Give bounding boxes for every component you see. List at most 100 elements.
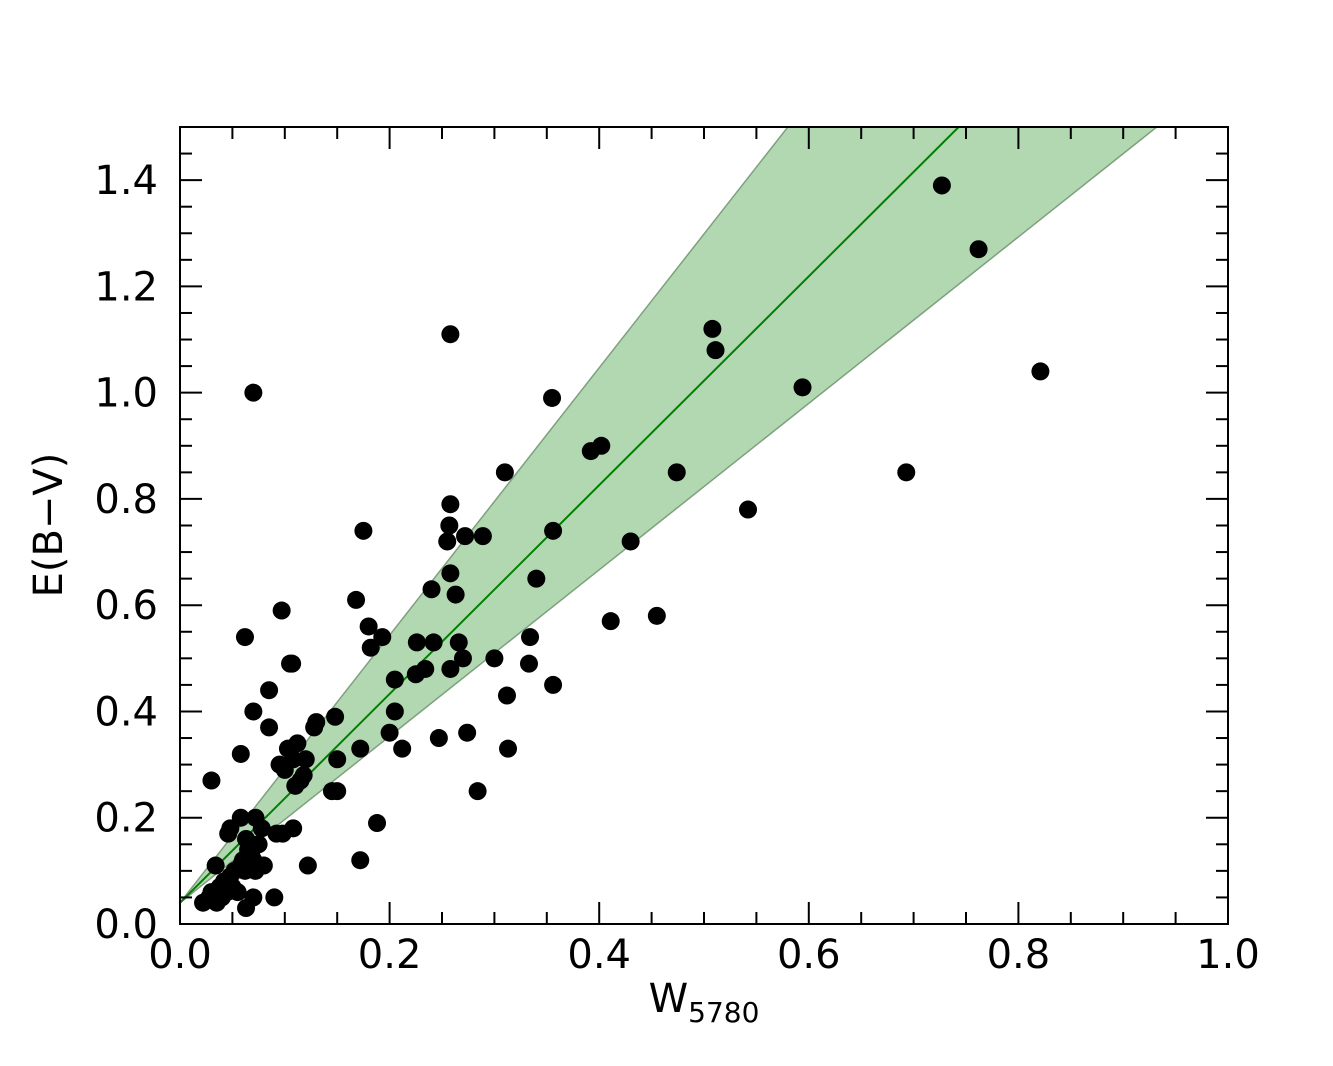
data-point [288,734,307,753]
data-point [244,888,263,907]
data-point [231,808,250,827]
x-tick-label: 0.6 [777,932,841,978]
data-point [328,782,347,801]
data-point [260,681,279,700]
data-point [468,782,487,801]
data-point [296,750,315,769]
data-points [194,176,1050,918]
data-point [328,750,347,769]
y-tick-label: 1.2 [94,264,158,310]
data-point [231,744,250,763]
data-point [244,383,263,402]
y-tick-label: 1.4 [94,158,158,204]
data-point [265,888,284,907]
data-point [385,670,404,689]
x-axis-label: W5780 [649,976,760,1029]
data-point [446,585,465,604]
data-point [298,856,317,875]
data-point [438,532,457,551]
data-point [429,729,448,748]
data-point [497,686,516,705]
y-tick-label: 1.0 [94,371,158,417]
data-point [601,612,620,631]
data-point [228,883,247,902]
axis-ticks [179,126,1229,925]
data-point [326,707,345,726]
data-point [373,628,392,647]
data-point [456,527,475,546]
data-point [932,176,951,195]
x-tick-label: 1.0 [1196,932,1260,978]
data-point [1031,362,1050,381]
data-point [260,718,279,737]
data-point [592,436,611,455]
data-point [422,580,441,599]
data-point [244,702,263,721]
data-point [272,601,291,620]
data-point [543,388,562,407]
data-point [499,739,518,758]
data-point [385,702,404,721]
data-point [359,617,378,636]
x-axis-label-main: W [649,976,689,1022]
x-tick-label: 0.8 [987,932,1051,978]
data-point [441,325,460,344]
data-point [361,638,380,657]
data-point [441,659,460,678]
data-point [441,495,460,514]
plot-area [180,127,1158,918]
data-point [202,771,221,790]
y-tick-labels: 0.0 0.2 0.4 0.6 0.8 1.0 1.2 1.4 [94,158,158,948]
data-point [206,856,225,875]
data-point [235,628,254,647]
y-axis-label: E(B−V) [26,453,72,598]
data-point [473,527,492,546]
data-point [252,819,271,838]
y-tick-label: 0.0 [94,902,158,948]
data-point [449,633,468,652]
data-point [351,851,370,870]
data-point [354,521,373,540]
data-point [284,819,303,838]
data-point [441,564,460,583]
data-point [416,659,435,678]
data-point [521,628,540,647]
data-point [283,654,302,673]
data-point [407,633,426,652]
data-point [347,590,366,609]
data-point [647,606,666,625]
data-point [237,829,256,848]
data-point [544,675,563,694]
data-point [519,654,538,673]
y-tick-label: 0.2 [94,796,158,842]
data-point [527,569,546,588]
data-point [380,723,399,742]
data-point [897,463,916,482]
data-point [294,766,313,785]
y-tick-label: 0.6 [94,583,158,629]
data-point [453,649,472,668]
data-point [495,463,514,482]
data-point [351,739,370,758]
data-point [458,723,477,742]
data-point [544,521,563,540]
data-point [368,814,387,833]
data-point [703,319,722,338]
data-point [424,633,443,652]
data-point [485,649,504,668]
data-point [440,516,459,535]
x-tick-label: 0.4 [567,932,631,978]
data-point [621,532,640,551]
y-tick-label: 0.4 [94,689,158,735]
data-point [739,500,758,519]
y-tick-label: 0.8 [94,477,158,523]
data-point [969,240,988,259]
data-point [254,856,273,875]
data-point [706,341,725,360]
x-axis-label-subscript: 5780 [688,996,759,1029]
data-point [793,378,812,397]
band-lower-edge [180,127,1158,904]
data-point [307,713,326,732]
data-point [393,739,412,758]
